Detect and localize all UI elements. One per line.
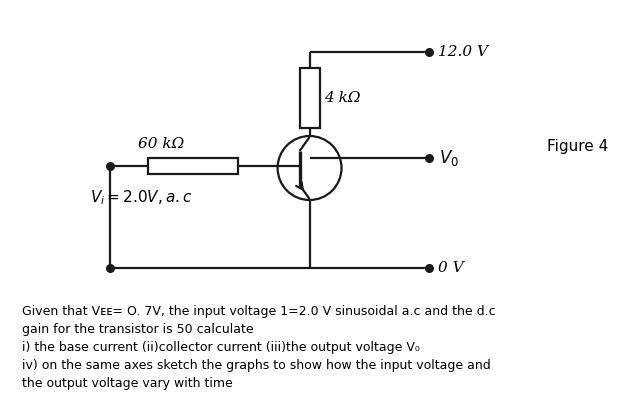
Text: gain for the transistor is 50 calculate: gain for the transistor is 50 calculate: [22, 323, 253, 336]
Text: 12.0 V: 12.0 V: [439, 45, 489, 59]
Text: $V_0$: $V_0$: [439, 148, 459, 168]
Text: Figure 4: Figure 4: [547, 138, 609, 154]
Text: 4 kΩ: 4 kΩ: [324, 91, 360, 105]
Text: 0 V: 0 V: [439, 261, 464, 275]
Text: the output voltage vary with time: the output voltage vary with time: [22, 377, 233, 390]
Text: $V_i = 2.0V, a.c$: $V_i = 2.0V, a.c$: [90, 188, 192, 207]
Bar: [148, 158, 238, 174]
Text: Given that Vᴇᴇ= O. 7V, the input voltage 1=2.0 V sinusoidal a.c and the d.c: Given that Vᴇᴇ= O. 7V, the input voltage…: [22, 305, 495, 318]
Text: iv) on the same axes sketch the graphs to show how the input voltage and: iv) on the same axes sketch the graphs t…: [22, 359, 490, 372]
Text: 60 kΩ: 60 kΩ: [138, 137, 184, 151]
Bar: [300, 68, 320, 128]
Text: i) the base current (ii)collector current (iii)the output voltage V₀: i) the base current (ii)collector curren…: [22, 341, 420, 354]
